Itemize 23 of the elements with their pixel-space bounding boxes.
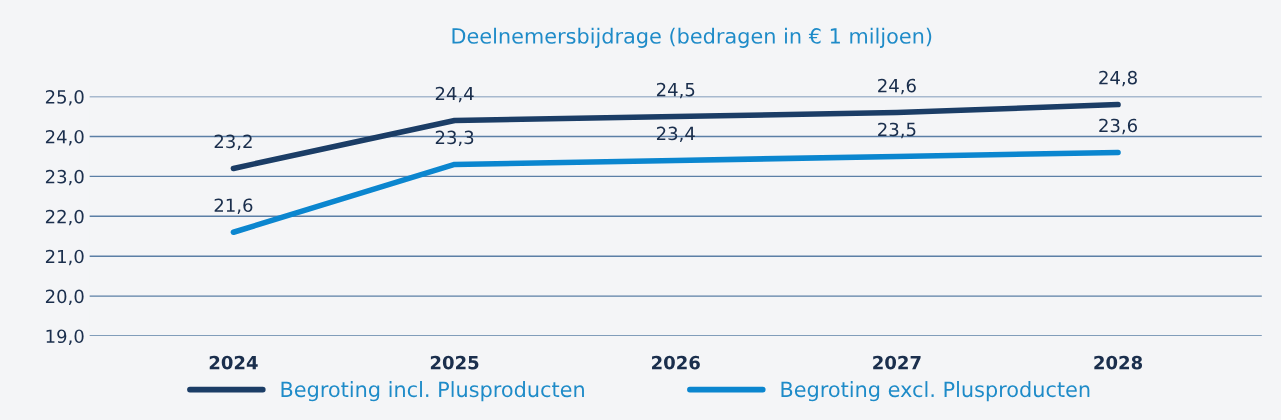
x-tick-label: 2027: [873, 355, 921, 370]
data-label: 24,8: [1099, 70, 1137, 87]
x-tick-label: 2024: [209, 355, 258, 370]
data-label: 21,6: [214, 198, 253, 214]
y-tick-label: 21,0: [45, 249, 84, 266]
data-label: 24,6: [878, 78, 916, 95]
chart-title: Deelnemersbijdrage (bedragen in € 1 miljoen): [452, 27, 932, 48]
legend-label: Begroting excl. Plusproducten: [781, 381, 1090, 402]
x-tick-label: 2026: [652, 355, 700, 370]
legend-label: Begroting incl. Plusproducten: [281, 381, 584, 402]
data-label: 23,5: [878, 122, 916, 139]
data-label: 24,5: [656, 82, 695, 99]
y-tick-label: 25,0: [45, 90, 84, 106]
y-tick-label: 22,0: [45, 209, 84, 226]
x-tick-label: 2028: [1094, 355, 1143, 370]
data-label: 23,2: [214, 134, 252, 151]
y-tick-label: 20,0: [45, 289, 84, 306]
y-tick-label: 23,0: [45, 169, 84, 186]
x-tick-label: 2025: [430, 355, 479, 370]
data-label: 23,6: [1099, 118, 1137, 135]
data-label: 24,4: [435, 86, 474, 103]
y-tick-label: 24,0: [45, 129, 84, 146]
y-tick-label: 19,0: [46, 329, 84, 345]
